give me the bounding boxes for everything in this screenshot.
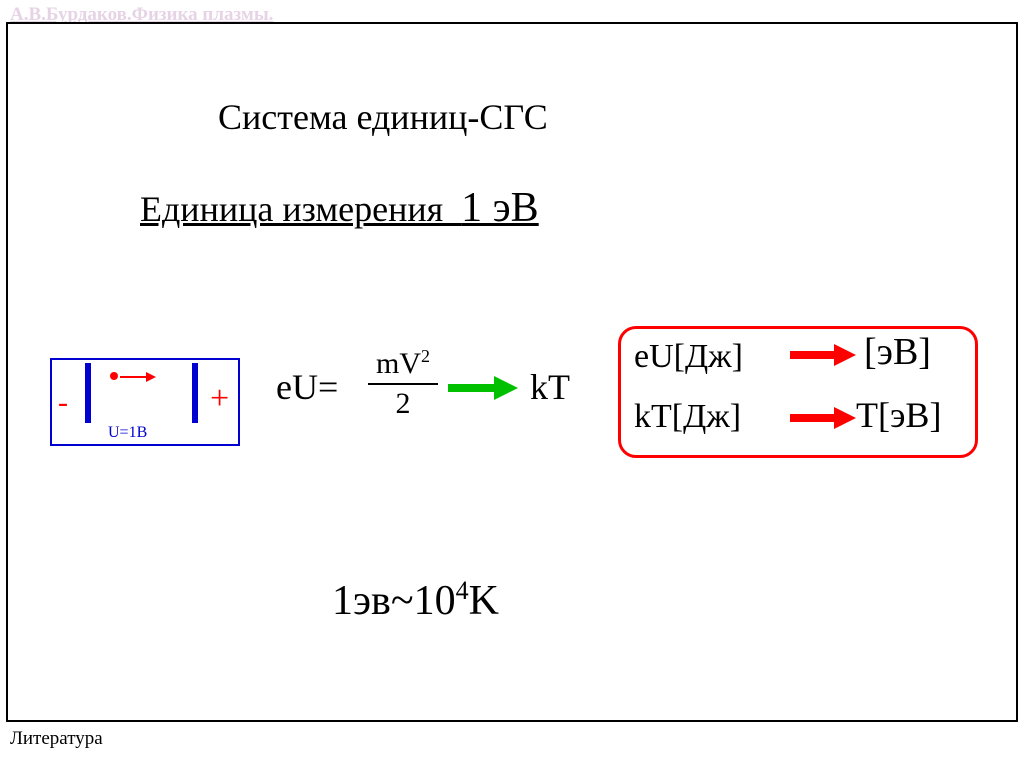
electron-arrow-icon <box>120 370 156 384</box>
eu-joules: eU[Дж] <box>634 338 743 376</box>
kt-joules: kT[Дж] <box>634 398 741 436</box>
slide-footer: Литература <box>10 728 103 750</box>
voltage-label: U=1В <box>108 424 147 442</box>
fraction-numerator: mV2 <box>368 346 438 381</box>
slide-subtitle: Единица измерения 1 эВ <box>140 184 539 232</box>
conversion-formula: 1эв~104K <box>332 576 499 625</box>
minus-sign: - <box>58 386 68 420</box>
eu-equals: eU= <box>276 366 338 408</box>
fraction-line <box>368 383 438 385</box>
plate-right <box>192 363 198 423</box>
subtitle-value: 1 эВ <box>461 185 539 231</box>
kt-text: kT <box>530 366 570 408</box>
plate-left <box>85 363 91 423</box>
ev-bracket: [эВ] <box>864 330 931 374</box>
slide-title: Система единиц-СГС <box>218 96 548 138</box>
plus-sign: + <box>210 380 229 418</box>
t-ev-bracket: T[эВ] <box>856 394 941 436</box>
red-arrow-1-icon <box>790 344 856 366</box>
kinetic-fraction: mV2 2 <box>368 346 438 421</box>
red-arrow-2-icon <box>790 407 856 429</box>
subtitle-prefix: Единица измерения <box>140 189 461 229</box>
fraction-denominator: 2 <box>368 387 438 421</box>
electron-dot <box>110 372 118 380</box>
green-arrow-icon <box>448 376 518 400</box>
